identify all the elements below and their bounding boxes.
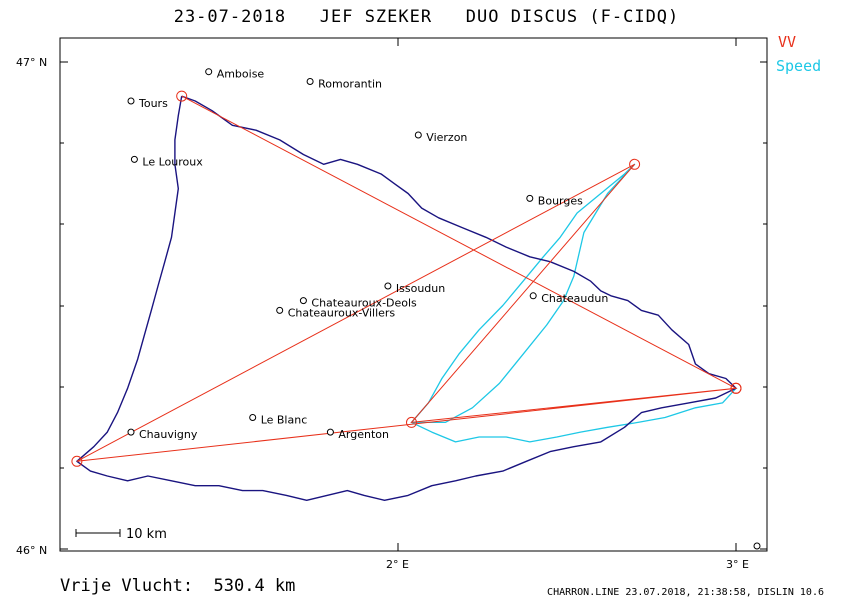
place-label: Chauvigny bbox=[139, 428, 198, 441]
turnpoint-6 bbox=[730, 382, 742, 394]
axis-label-lon-3e: 3° E bbox=[726, 558, 749, 571]
place-dot bbox=[526, 194, 534, 202]
place-dot bbox=[306, 78, 314, 85]
axis-label-lat-top: 47° N bbox=[16, 56, 47, 69]
place-label: Chateaudun bbox=[541, 292, 608, 305]
place-dot bbox=[384, 282, 392, 290]
place-label: Bourges bbox=[538, 194, 583, 207]
place-label: Tours bbox=[138, 97, 168, 110]
place-dot bbox=[127, 428, 135, 436]
turnpoint-1 bbox=[176, 90, 188, 102]
place-marker: Chateauroux-Deols bbox=[299, 297, 417, 310]
place-label: Le Louroux bbox=[142, 155, 203, 168]
place-dot bbox=[205, 68, 213, 76]
flight-track bbox=[76, 95, 737, 501]
axis-label-lat-bottom: 46° N bbox=[16, 544, 47, 557]
place-dot bbox=[299, 297, 307, 305]
place-marker: Chateauroux-Villers bbox=[276, 306, 396, 319]
speed-track bbox=[410, 163, 737, 443]
place-dot bbox=[414, 131, 422, 139]
place-marker: Romorantin bbox=[306, 78, 382, 91]
places-layer: Amboise Romorantin Tours Vierzon Le Louroux B… bbox=[127, 68, 608, 441]
place-marker: Vierzon bbox=[414, 131, 467, 144]
place-dot bbox=[249, 414, 257, 421]
place-dot bbox=[326, 428, 334, 436]
place-dot bbox=[276, 306, 284, 314]
place-dot bbox=[529, 292, 537, 300]
map-frame bbox=[59, 37, 768, 552]
corner-marker bbox=[753, 542, 761, 550]
place-marker: Bourges bbox=[526, 194, 583, 207]
tracks-layer bbox=[76, 95, 737, 501]
place-label: Chateauroux-Villers bbox=[288, 306, 396, 319]
task-layer bbox=[71, 90, 742, 467]
place-dot bbox=[130, 155, 138, 163]
axis-ticks bbox=[60, 38, 767, 551]
turnpoint-5 bbox=[406, 416, 417, 428]
task-legs bbox=[76, 95, 738, 462]
place-label: Argenton bbox=[338, 428, 389, 441]
place-label: Romorantin bbox=[318, 78, 382, 91]
place-marker: Le Blanc bbox=[249, 414, 308, 427]
software-info: CHARRON.LINE 23.07.2018, 21:38:58, DISLI… bbox=[547, 587, 824, 598]
place-label: Vierzon bbox=[426, 131, 467, 144]
place-marker: Issoudun bbox=[384, 282, 445, 295]
legend-vv: VV bbox=[778, 33, 797, 51]
scale-bar bbox=[75, 529, 121, 537]
chart-title: 23-07-2018 JEF SZEKER DUO DISCUS (F-CIDQ… bbox=[173, 7, 680, 27]
place-marker: Chateaudun bbox=[529, 292, 608, 305]
place-label: Issoudun bbox=[396, 282, 445, 295]
place-label: Amboise bbox=[217, 68, 265, 81]
place-dot bbox=[127, 97, 135, 105]
turnpoint-4 bbox=[629, 158, 641, 170]
place-marker: Amboise bbox=[205, 68, 265, 81]
scale-bar-label: 10 km bbox=[126, 527, 167, 542]
place-marker: Tours bbox=[127, 97, 168, 110]
free-flight-distance: Vrije Vlucht: 530.4 km bbox=[60, 576, 296, 596]
place-marker: Chauvigny bbox=[127, 428, 198, 441]
legend-speed: Speed bbox=[776, 57, 822, 75]
axis-label-lon-2e: 2° E bbox=[386, 558, 409, 571]
place-marker: Le Louroux bbox=[130, 155, 203, 168]
place-label: Chateauroux-Deols bbox=[311, 297, 417, 310]
place-marker: Argenton bbox=[326, 428, 389, 441]
turnpoint-3 bbox=[71, 455, 83, 467]
place-label: Le Blanc bbox=[261, 414, 308, 427]
